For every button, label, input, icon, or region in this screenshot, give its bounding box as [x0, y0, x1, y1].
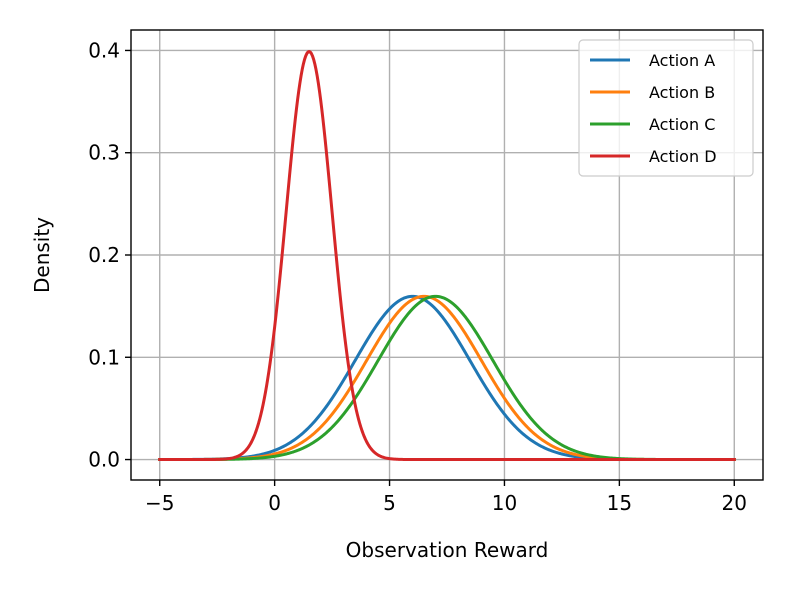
x-tick-label: −5 [145, 491, 174, 515]
x-tick-label: 5 [383, 491, 396, 515]
y-tick-label: 0.3 [88, 141, 120, 165]
y-tick-label: 0.0 [88, 448, 120, 472]
x-tick-label: 15 [607, 491, 632, 515]
y-axis-title: Density [30, 217, 54, 293]
y-tick-label: 0.4 [88, 38, 120, 62]
y-tick-label: 0.1 [88, 345, 120, 369]
legend-label: Action C [649, 115, 715, 134]
legend: Action A Action B Action C Action D [578, 39, 754, 177]
x-tick-label: 0 [268, 491, 281, 515]
legend-label: Action A [649, 51, 715, 70]
x-axis-title: Observation Reward [346, 538, 549, 562]
x-tick-label: 10 [492, 491, 517, 515]
legend-label: Action D [649, 147, 717, 166]
legend-box [578, 39, 754, 177]
series-line-action-d [158, 50, 736, 462]
legend-label: Action B [649, 83, 715, 102]
series-lines [158, 50, 736, 462]
y-tick-label: 0.2 [88, 243, 120, 267]
ticks: −5 0 5 10 15 20 0.0 0.1 0.2 0.3 0.4 [88, 38, 747, 515]
x-tick-label: 20 [722, 491, 747, 515]
